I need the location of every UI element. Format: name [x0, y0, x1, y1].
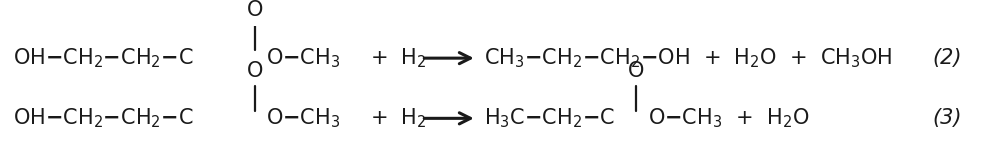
Text: O$\mathbf{-}$CH$_3$  $+$  H$_2$O: O$\mathbf{-}$CH$_3$ $+$ H$_2$O [648, 107, 809, 130]
Text: O$\mathbf{-}$CH$_3$: O$\mathbf{-}$CH$_3$ [266, 107, 340, 130]
Text: (3): (3) [932, 108, 961, 128]
Text: O: O [628, 61, 644, 81]
Text: O: O [247, 61, 263, 81]
Text: +  H$_2$: + H$_2$ [370, 107, 427, 130]
Text: +  H$_2$: + H$_2$ [370, 46, 427, 70]
Text: OH$\mathbf{-}$CH$_2$$\mathbf{-}$CH$_2$$\mathbf{-}$C: OH$\mathbf{-}$CH$_2$$\mathbf{-}$CH$_2$$\… [13, 46, 193, 70]
Text: H$_3$C$\mathbf{-}$CH$_2$$\mathbf{-}$C: H$_3$C$\mathbf{-}$CH$_2$$\mathbf{-}$C [484, 107, 615, 130]
Text: O$\mathbf{-}$CH$_3$: O$\mathbf{-}$CH$_3$ [266, 46, 340, 70]
Text: OH$\mathbf{-}$CH$_2$$\mathbf{-}$CH$_2$$\mathbf{-}$C: OH$\mathbf{-}$CH$_2$$\mathbf{-}$CH$_2$$\… [13, 107, 193, 130]
Text: (2): (2) [932, 48, 961, 68]
Text: CH$_3$$\mathbf{-}$CH$_2$$\mathbf{-}$CH$_2$$\mathbf{-}$OH  $+$  H$_2$O  $+$  CH$_: CH$_3$$\mathbf{-}$CH$_2$$\mathbf{-}$CH$_… [484, 46, 892, 70]
Text: O: O [247, 0, 263, 20]
